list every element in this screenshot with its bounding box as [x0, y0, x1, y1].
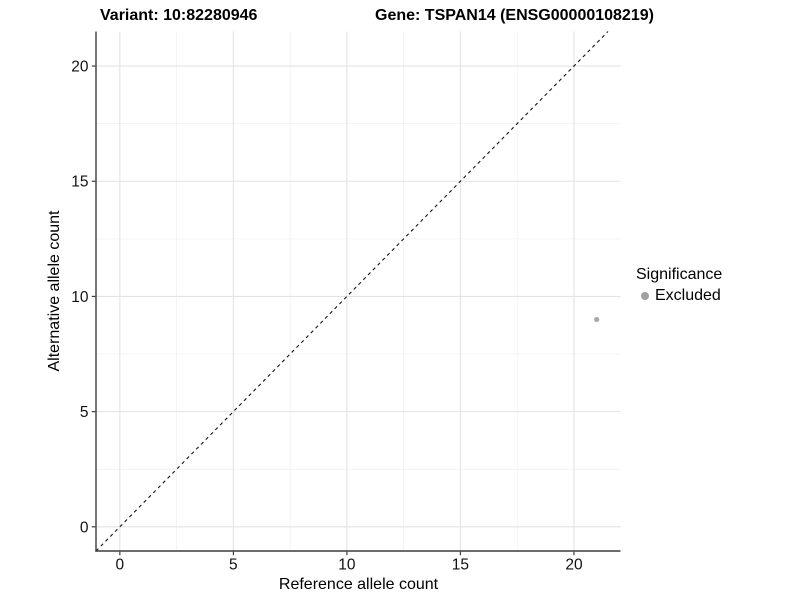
axis-lines [95, 31, 621, 552]
plot-title-variant: Variant: 10:82280946 [100, 7, 258, 24]
x-tick-label: 15 [452, 557, 469, 574]
x-tick-label: 20 [565, 557, 583, 574]
y-tick-label: 5 [80, 404, 89, 421]
y-axis-ticks: 0 5 10 15 20 [71, 59, 96, 536]
y-tick-label: 10 [71, 289, 89, 306]
x-tick-label: 10 [338, 557, 356, 574]
data-point [594, 316, 600, 323]
legend-item-excluded: Excluded [636, 287, 722, 305]
legend: Significance Excluded [636, 266, 722, 305]
x-axis-ticks: 0 5 10 15 20 [116, 551, 583, 574]
grid-minor [96, 31, 621, 551]
legend-point-icon [640, 292, 649, 300]
legend-title: Significance [636, 266, 723, 283]
grid-major [96, 31, 621, 551]
x-tick-label: 5 [229, 557, 238, 574]
x-tick-label: 0 [116, 557, 125, 574]
y-axis-title: Alternative allele count [46, 210, 63, 372]
identity-line [95, 31, 609, 552]
x-axis-title: Reference allele count [278, 576, 439, 593]
legend-item-label: Excluded [655, 287, 721, 304]
y-tick-label: 20 [71, 59, 89, 76]
plot-title-gene: Gene: TSPAN14 (ENSG00000108219) [375, 7, 654, 24]
legend-key [636, 288, 653, 305]
y-tick-label: 15 [71, 174, 88, 191]
data-points [594, 316, 600, 323]
y-tick-label: 0 [80, 519, 89, 536]
